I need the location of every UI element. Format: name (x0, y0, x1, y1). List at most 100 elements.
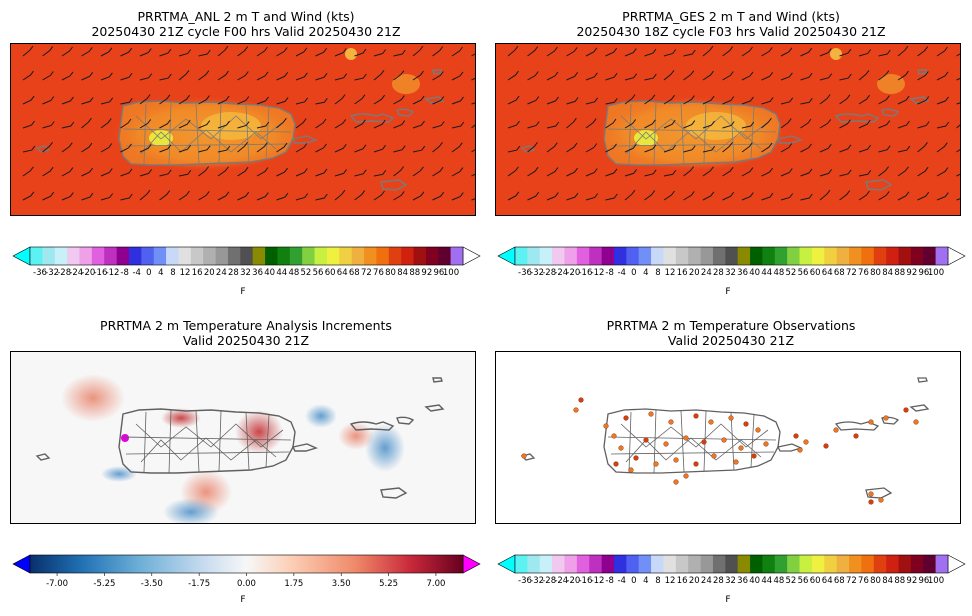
municipality-border (168, 409, 172, 474)
wind-barb (780, 193, 794, 201)
island-coast (396, 108, 415, 117)
wind-barb (741, 46, 753, 57)
wind-barb (897, 191, 910, 201)
colorbar-tick-label: 40 (749, 268, 760, 278)
wind-barb (936, 96, 949, 105)
puerto-rico-coast (118, 100, 296, 166)
colorbar-tick-label: 7.00 (426, 579, 445, 588)
wind-barb (897, 95, 910, 105)
colorbar-tick-label: -7.00 (46, 579, 68, 588)
colorbar-swatch (190, 247, 204, 265)
wind-barb (315, 98, 328, 105)
wind-barb (663, 190, 675, 201)
wind-barb (644, 48, 657, 57)
wind-barb (956, 102, 960, 105)
wind-barb (432, 191, 445, 201)
ges-title: PRRTMA_GES 2 m T and Wind (kts) 20250430… (493, 9, 969, 39)
wind-barb (198, 70, 210, 81)
colorbar-tick-label: 16 (677, 268, 688, 278)
wind-barb (507, 191, 520, 201)
obs-background (496, 352, 960, 523)
colorbar-swatch (638, 555, 652, 573)
wind-barb (663, 70, 675, 81)
municipality-border (628, 411, 632, 473)
municipality-border (610, 451, 775, 455)
colorbar-swatch (552, 247, 565, 265)
municipality-border (245, 104, 250, 163)
wind-barb (839, 144, 852, 153)
wind-barb (605, 72, 618, 81)
ges-colorbar: -36-32-28-24-20-16-12 -8 -4 0 4 8 12 16 20 24 28 32… (497, 246, 966, 278)
wind-barb (22, 166, 34, 177)
wind-barb (858, 144, 871, 153)
colorbar-swatch (613, 247, 627, 265)
wind-barb (546, 46, 558, 57)
wind-barb (546, 192, 559, 201)
colorbar-tick-label: 52 (786, 576, 797, 586)
wind-barb (878, 95, 890, 105)
observation-dot (903, 407, 909, 413)
colorbar-swatch (438, 247, 451, 265)
wind-barb (702, 45, 714, 57)
wind-barb (412, 45, 424, 57)
colorbar-tick-label: 24 (216, 268, 227, 278)
wind-barb (507, 95, 520, 105)
wind-barb (412, 166, 424, 177)
increment-blob (365, 424, 405, 472)
wind-barb (936, 192, 949, 201)
wind-barb (897, 120, 910, 129)
island-coast (380, 179, 408, 191)
wind-barb (295, 72, 308, 81)
colorbar-tick-label: -3.50 (141, 579, 163, 588)
ges-title-line1: PRRTMA_GES 2 m T and Wind (kts) (622, 9, 840, 24)
colorbar-swatch (539, 555, 553, 573)
wind-barb (276, 97, 289, 105)
wind-barb (100, 143, 113, 153)
wind-barb (334, 144, 347, 153)
obs-title: PRRTMA 2 m Temperature Observations Vali… (493, 318, 969, 348)
wind-barb (702, 191, 715, 201)
colorbar-tick-label: 84 (397, 268, 408, 278)
municipality-border (680, 102, 685, 165)
wind-barb (373, 190, 385, 201)
colorbar-swatch (910, 555, 924, 573)
colorbar-swatch (849, 555, 862, 573)
wind-barb (878, 191, 890, 201)
colorbar-swatch (401, 247, 414, 265)
colorbar-swatch (626, 247, 640, 265)
wind-barb (178, 119, 191, 129)
wind-barb (217, 95, 230, 105)
colorbar-swatch (811, 247, 825, 265)
wind-barb (819, 189, 831, 201)
colorbar-tick-label: 32 (240, 268, 251, 278)
observation-dot (823, 443, 829, 449)
wind-barb (315, 72, 328, 81)
wind-barb (956, 53, 960, 57)
observation-dot (673, 457, 679, 463)
colorbar-tick-label: 76 (858, 268, 869, 278)
colorbar-tick-label: 0 (146, 268, 151, 278)
wind-barb (956, 124, 960, 129)
wind-barb (237, 96, 250, 105)
colorbar-outline (514, 246, 949, 266)
wind-barb (800, 168, 813, 177)
colorbar-swatch (141, 247, 155, 265)
observations (521, 397, 919, 505)
colorbar-tick-label: 36 (737, 576, 748, 586)
colorbar-tick-label: 24 (701, 576, 712, 586)
colorbar-swatch (515, 555, 528, 573)
wind-barb (722, 142, 733, 153)
municipality-border (143, 103, 147, 165)
wind-barb (139, 169, 152, 177)
wind-barb (159, 169, 172, 177)
colorbar-tick-label: 84 (882, 268, 893, 278)
wind-barb (139, 119, 152, 129)
wind-barb (432, 142, 443, 153)
colorbar-tick-label: -16 (578, 576, 592, 586)
wind-barb (683, 145, 696, 153)
colorbar-tick-label: 36 (737, 268, 748, 278)
wind-barb (819, 73, 833, 81)
colorbar-swatch (388, 247, 402, 265)
wind-barb (507, 45, 519, 57)
colorbar-tick-label: 44 (761, 268, 772, 278)
